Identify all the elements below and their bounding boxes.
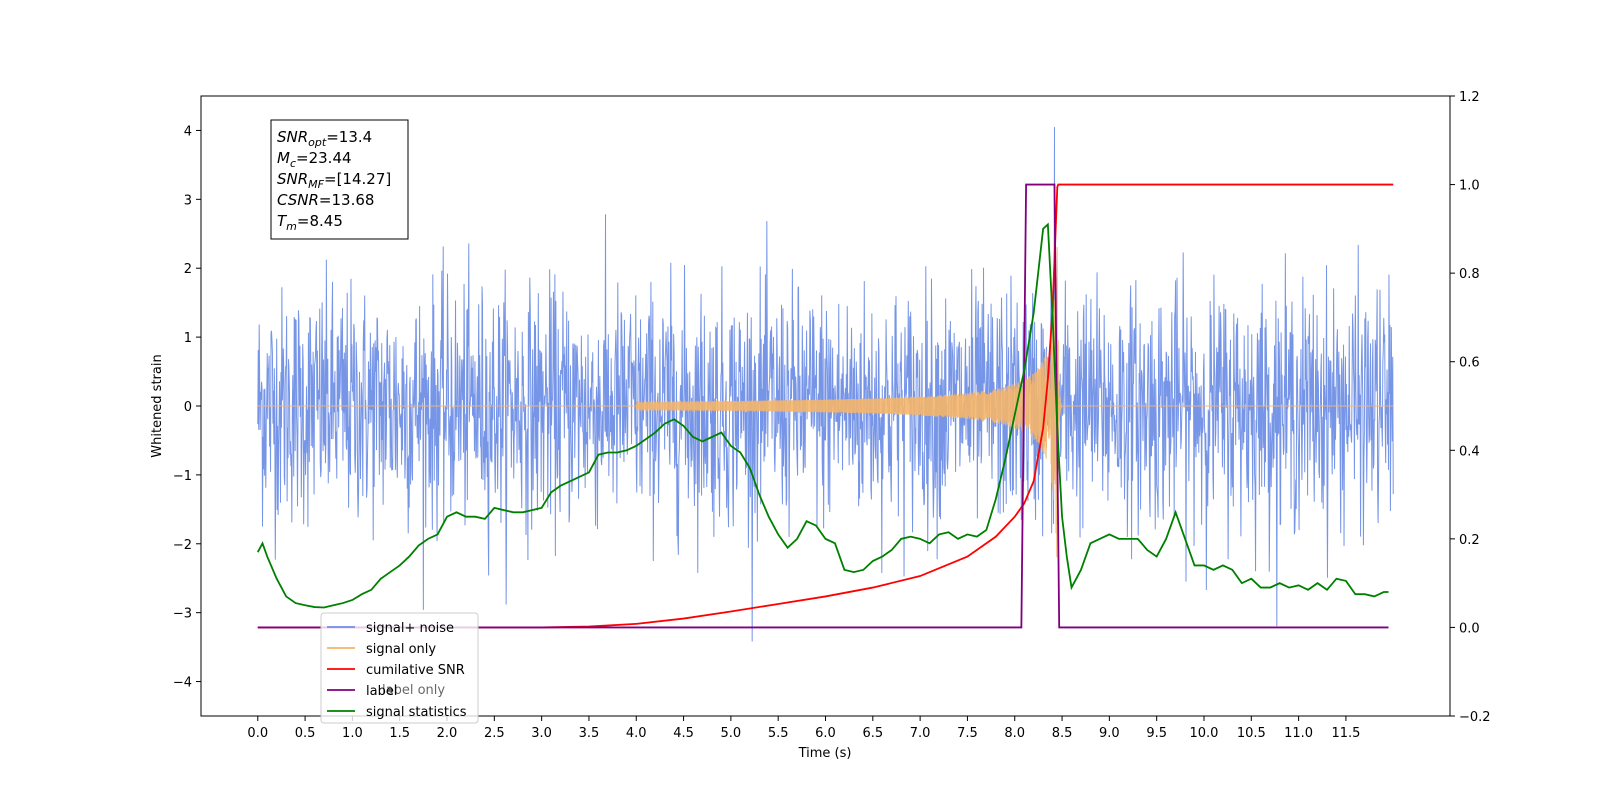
annotation-subscript: c <box>290 157 296 170</box>
legend-label: signal+ noise <box>366 621 454 636</box>
annotation-value: =[14.27] <box>324 170 391 188</box>
legend-label: cumilative SNR <box>366 663 465 678</box>
annotation-box: SNRopt=13.4Mc=23.44SNRMF=[14.27]CSNR=13.… <box>270 119 409 240</box>
y-tick-label: 1 <box>184 331 192 346</box>
x-tick-label: 10.5 <box>1237 726 1266 741</box>
y-axis-label: Whitened strain <box>150 354 165 457</box>
x-tick-label: 4.0 <box>626 726 647 741</box>
annotation-subscript: m <box>286 220 297 233</box>
x-tick-label: 10.0 <box>1190 726 1219 741</box>
y2-tick-label: 1.0 <box>1459 179 1480 194</box>
annotation-line: SNRMF=[14.27] <box>277 170 391 191</box>
x-tick-label: 3.5 <box>579 726 600 741</box>
y2-tick-label: 0.6 <box>1459 356 1480 371</box>
y2-tick-label: 0.8 <box>1459 267 1480 282</box>
y2-tick-label: 0.0 <box>1459 621 1480 636</box>
y-tick-label: −4 <box>173 676 192 691</box>
annotation-symbol: CSNR <box>277 191 319 209</box>
y-tick-label: −3 <box>173 607 192 622</box>
x-tick-label: 2.5 <box>484 726 505 741</box>
plot-area <box>256 126 1394 642</box>
x-axis-label: Time (s) <box>798 746 852 761</box>
x-tick-label: 6.0 <box>815 726 836 741</box>
y-tick-label: 0 <box>184 400 192 415</box>
annotation-subscript: opt <box>308 136 327 149</box>
annotation-box-frame <box>270 119 409 240</box>
x-tick-label: 7.5 <box>957 726 978 741</box>
legend-label: signal only <box>366 642 436 657</box>
x-tick-label: 0.0 <box>247 726 268 741</box>
series-label-line <box>257 183 1389 629</box>
annotation-symbol: SNR <box>277 170 308 188</box>
annotation-value: =13.68 <box>319 191 375 209</box>
legend-label: signal statistics <box>366 705 467 720</box>
x-tick-label: 11.0 <box>1284 726 1313 741</box>
y-axis-left: 4 3 2 1 0 −1 −2 −3 −4 <box>173 124 201 691</box>
annotation-line: SNRopt=13.4 <box>277 128 372 149</box>
y-tick-label: −1 <box>173 469 192 484</box>
x-tick-label: 1.0 <box>342 726 363 741</box>
annotation-line: Tm=8.45 <box>277 212 343 233</box>
y-axis-right: 1.2 1.0 0.8 0.6 0.4 0.2 0.0 −0.2 <box>1450 90 1491 725</box>
series-cumilative-snr-line <box>257 183 1394 629</box>
legend-frame <box>320 612 479 724</box>
x-tick-label: 9.5 <box>1146 726 1167 741</box>
x-tick-label: 3.0 <box>531 726 552 741</box>
y-tick-label: 4 <box>184 124 192 139</box>
x-tick-label: 2.0 <box>437 726 458 741</box>
x-tick-label: 6.5 <box>862 726 883 741</box>
x-axis: 0.0 0.5 1.0 1.5 2.0 2.5 3.0 3.5 4.0 4.5 5.0 5.5 6.0 6… <box>247 716 1360 741</box>
y-tick-label: −2 <box>173 538 192 553</box>
series-signal-only-line <box>257 247 1394 558</box>
y-tick-label: 2 <box>184 262 192 277</box>
x-tick-label: 4.5 <box>673 726 694 741</box>
series-signal-statistics-line <box>256 222 1389 609</box>
x-tick-label: 9.0 <box>1099 726 1120 741</box>
annotation-value: =23.44 <box>296 149 352 167</box>
y-tick-label: 3 <box>184 193 192 208</box>
series-signal-noise-line <box>257 126 1394 642</box>
y2-tick-label: 0.2 <box>1459 533 1480 548</box>
annotation-symbol: T <box>277 212 288 230</box>
annotation-symbol: SNR <box>277 128 308 146</box>
annotation-line: CSNR=13.68 <box>277 191 374 209</box>
annotation-line: Mc=23.44 <box>277 149 352 170</box>
x-tick-label: 5.0 <box>721 726 742 741</box>
y2-tick-label: 0.4 <box>1459 444 1480 459</box>
y2-tick-label: 1.2 <box>1459 90 1480 105</box>
x-tick-label: 7.0 <box>910 726 931 741</box>
x-tick-label: 8.5 <box>1052 726 1073 741</box>
legend-hidden-label: label only <box>382 683 445 698</box>
annotation-subscript: MF <box>308 178 324 191</box>
legend-label: label <box>366 684 397 699</box>
x-tick-label: 11.5 <box>1331 726 1360 741</box>
legend: signal+ noise signal only cumilative SNR la… <box>320 612 479 724</box>
annotation-symbol: M <box>277 149 290 167</box>
x-tick-label: 5.5 <box>768 726 789 741</box>
x-tick-label: 0.5 <box>295 726 316 741</box>
annotation-value: =13.4 <box>326 128 372 146</box>
y2-tick-label: −0.2 <box>1459 710 1491 725</box>
x-tick-label: 1.5 <box>389 726 410 741</box>
x-tick-label: 8.0 <box>1004 726 1025 741</box>
annotation-value: =8.45 <box>297 212 343 230</box>
